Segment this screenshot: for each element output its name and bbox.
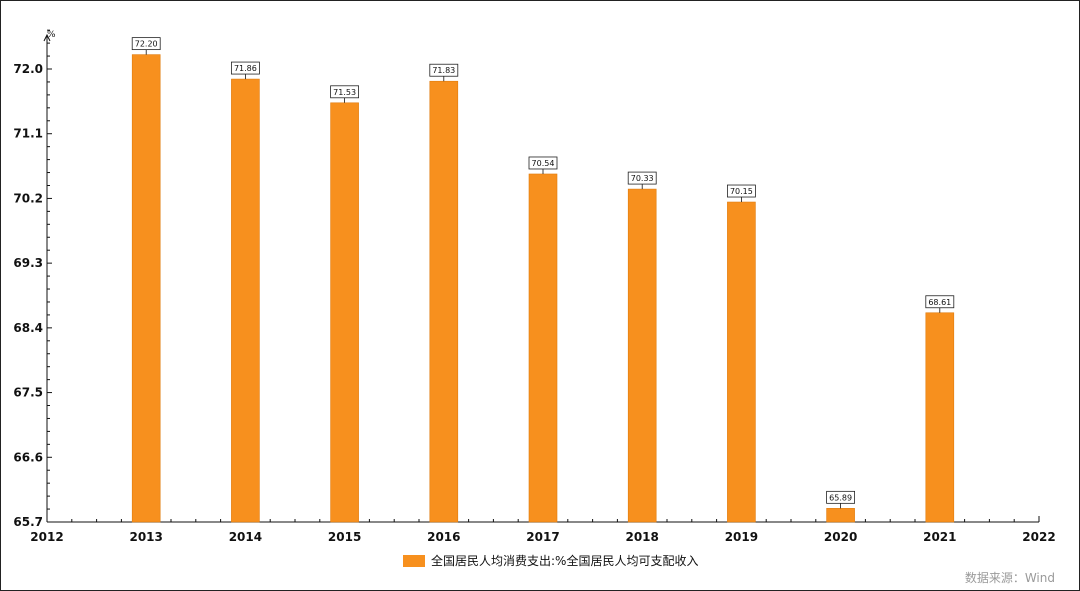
y-tick-label: 66.6 — [13, 450, 43, 464]
legend: 全国居民人均消费支出:%全国居民人均可支配收入 — [403, 552, 698, 569]
legend-swatch — [403, 554, 425, 567]
data-label: 65.89 — [829, 493, 852, 502]
x-tick-label: 2013 — [129, 530, 162, 544]
bar — [925, 312, 955, 523]
legend-label: 全国居民人均消费支出:%全国居民人均可支配收入 — [431, 554, 699, 568]
data-label-box — [925, 295, 955, 309]
data-label-box — [131, 37, 161, 51]
x-tick-label: 2021 — [923, 530, 956, 544]
x-tick-label: 2015 — [328, 530, 361, 544]
data-label-box — [727, 184, 756, 198]
bar — [231, 78, 260, 523]
y-tick-label: 68.4 — [13, 321, 43, 335]
bar — [131, 54, 161, 523]
x-tick-label: 2016 — [427, 530, 460, 544]
bar — [826, 508, 855, 523]
data-label-box — [627, 171, 657, 185]
data-label-box — [330, 85, 360, 99]
data-label: 71.86 — [234, 64, 257, 73]
bars — [131, 54, 955, 523]
data-label: 70.33 — [631, 174, 654, 183]
data-label: 70.54 — [532, 159, 555, 168]
y-tick-label: 69.3 — [13, 256, 43, 270]
x-tick-label: 2018 — [625, 530, 658, 544]
data-label-box — [429, 63, 459, 77]
data-label-box — [826, 490, 855, 504]
x-axis-ticks: 2012 2013 2014 2015 2016 2017 2018 2019 2020 2021… — [30, 516, 1056, 544]
bar — [528, 173, 558, 523]
data-label-box — [230, 61, 260, 75]
y-axis-ticks: 65.7 66.6 67.5 68.4 69.3 70.2 71.1 72.0 — [13, 29, 52, 529]
y-axis-unit-label: % — [47, 30, 56, 40]
y-tick-label: 67.5 — [13, 386, 43, 400]
data-label: 70.15 — [730, 187, 753, 196]
bar — [429, 80, 459, 523]
data-labels: 72.20 71.86 71.53 71.83 70.54 70.33 70.15 65.89… — [131, 37, 955, 509]
x-tick-label: 2019 — [725, 530, 758, 544]
x-tick-label: 2020 — [824, 530, 857, 544]
x-tick-label: 2014 — [229, 530, 262, 544]
x-tick-label: 2012 — [30, 530, 63, 544]
bar — [330, 102, 359, 523]
y-axis-arrow — [43, 33, 51, 42]
data-label-box — [528, 156, 558, 170]
data-label: 68.61 — [928, 298, 951, 307]
x-tick-label: 2017 — [526, 530, 559, 544]
data-label: 71.53 — [333, 88, 356, 97]
data-label: 72.20 — [135, 40, 158, 49]
y-tick-label: 70.2 — [13, 191, 43, 205]
data-label: 71.83 — [432, 66, 455, 75]
y-tick-label: 72.0 — [13, 62, 43, 76]
x-tick-label: 2022 — [1022, 530, 1055, 544]
bar — [727, 201, 756, 523]
y-tick-label: 71.1 — [13, 127, 43, 141]
bar — [627, 188, 657, 523]
y-tick-label: 65.7 — [13, 515, 43, 529]
source-note: 数据来源：Wind — [964, 571, 1055, 585]
